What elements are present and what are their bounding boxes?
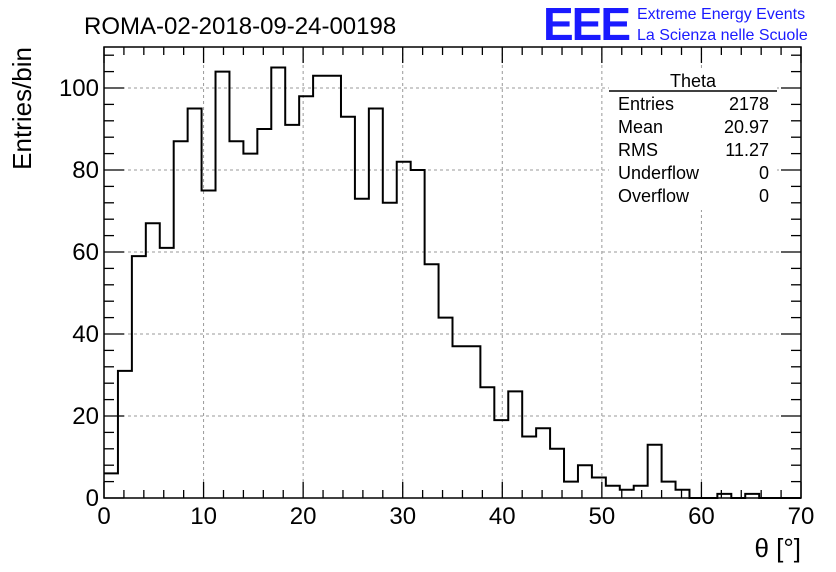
y-axis-label: Entries/bin bbox=[7, 47, 37, 170]
x-tick-label: 10 bbox=[190, 503, 217, 530]
y-tick-label: 0 bbox=[86, 485, 99, 512]
stats-row-label: Overflow bbox=[618, 186, 690, 206]
stats-box-background bbox=[609, 70, 777, 210]
histogram-line bbox=[104, 66, 801, 499]
stats-row-value: 0 bbox=[759, 186, 769, 206]
y-tick-labels: 0 20 40 60 80 100 bbox=[59, 75, 99, 512]
stats-box: Theta Entries 2178 Mean 20.97 RMS 11.27 Underf… bbox=[609, 70, 777, 210]
stats-row-value: 2178 bbox=[729, 94, 769, 114]
y-tick-label: 60 bbox=[72, 239, 99, 266]
run-title: ROMA-02-2018-09-24-00198 bbox=[84, 13, 396, 40]
plot-frame bbox=[103, 46, 802, 499]
eee-logo: EEE bbox=[543, 0, 629, 50]
stats-row-value: 20.97 bbox=[724, 117, 769, 137]
stats-row-value: 0 bbox=[759, 163, 769, 183]
x-tick-label: 60 bbox=[688, 503, 715, 530]
stats-row-label: Mean bbox=[618, 117, 663, 137]
x-tick-labels: 0 10 20 30 40 50 60 70 bbox=[97, 503, 814, 530]
x-tick-label: 0 bbox=[97, 503, 110, 530]
stats-row-label: Underflow bbox=[618, 163, 700, 183]
stats-row-label: RMS bbox=[618, 140, 658, 160]
stats-row-value: 11.27 bbox=[725, 140, 769, 160]
x-axis-label: θ [°] bbox=[754, 533, 801, 563]
y-tick-label: 40 bbox=[72, 321, 99, 348]
axis-ticks bbox=[103, 47, 802, 499]
x-tick-label: 30 bbox=[389, 503, 416, 530]
x-tick-label: 50 bbox=[589, 503, 616, 530]
x-tick-label: 40 bbox=[489, 503, 516, 530]
stats-title: Theta bbox=[670, 71, 717, 91]
y-tick-label: 80 bbox=[72, 157, 99, 184]
stats-row-label: Entries bbox=[618, 94, 674, 114]
logo-line2: La Scienza nelle Scuole bbox=[637, 27, 808, 44]
y-tick-label: 20 bbox=[72, 403, 99, 430]
x-tick-label: 20 bbox=[290, 503, 317, 530]
x-tick-label: 70 bbox=[788, 503, 815, 530]
logo-line1: Extreme Energy Events bbox=[637, 6, 805, 23]
y-tick-label: 100 bbox=[59, 75, 99, 102]
